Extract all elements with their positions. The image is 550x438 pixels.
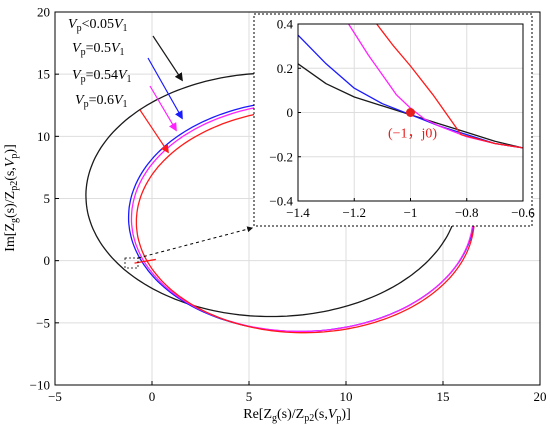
inset-y-tick-label: 0.4 [277,17,294,32]
main-y-tick-label: 5 [44,191,51,206]
inset-line-3 [376,24,523,149]
inset-x-tick-label: −1 [404,205,418,220]
main-x-tick-label: 15 [437,389,450,404]
main-y-tick-label: −10 [30,378,50,393]
legend-label-3: Vp=0.6V1 [75,93,128,110]
critical-point-label: (−1，j0) [388,127,437,142]
main-x-tick-label: 10 [340,389,353,404]
inset-x-tick-label: −1.2 [342,205,366,220]
main-y-tick-label: 15 [37,67,50,82]
legend-label-0: Vp<0.05V1 [68,17,128,34]
main-y-tick-label: 20 [37,5,50,20]
y-axis-label: Im[Zg(s)/Zp2(s,Vp)] [3,144,20,252]
legend-label-2: Vp=0.54V1 [72,68,132,85]
inset-tick-labels: −1.4 −1.2 −1 −0.8 −0.6 −0.4 −0.2 0 0.2 0.4 [269,17,535,221]
main-x-tick-label: 20 [534,389,547,404]
inset-y-tick-label: −0.2 [269,149,293,164]
zoom-pointer-arrow [137,226,254,259]
main-x-tick-label: −5 [48,389,62,404]
legend-arrow-0 [152,35,183,82]
main-x-tick-label: 5 [246,389,253,404]
inset-y-tick-label: 0.2 [277,61,293,76]
inset-y-tick-label: −0.4 [269,194,293,209]
main-y-tick-label: −5 [36,315,50,330]
inset-x-tick-label: −1.4 [286,205,310,220]
inset-panel [253,13,533,227]
x-axis-label: Re[Zg(s)/Zp2(s,Vp)] [243,407,351,424]
inset-y-tick-label: 0 [287,105,294,120]
legend-arrow-1 [147,57,183,120]
legend: Vp<0.05V1 Vp=0.5V1 Vp=0.54V1 Vp=0.6V1 [68,17,183,154]
inset-x-tick-label: −0.8 [455,205,479,220]
legend-arrow-3 [139,109,169,154]
zoom-region-box [124,257,139,269]
legend-label-1: Vp=0.5V1 [72,41,125,58]
legend-arrow-2 [149,85,177,132]
critical-point-marker [406,108,415,117]
main-x-tick-label: 0 [149,389,156,404]
critical-point-group: (−1，j0) [388,108,437,142]
inset-x-tick-label: −0.6 [511,205,535,220]
main-y-tick-label: 10 [37,129,50,144]
main-y-tick-label: 0 [44,253,51,268]
